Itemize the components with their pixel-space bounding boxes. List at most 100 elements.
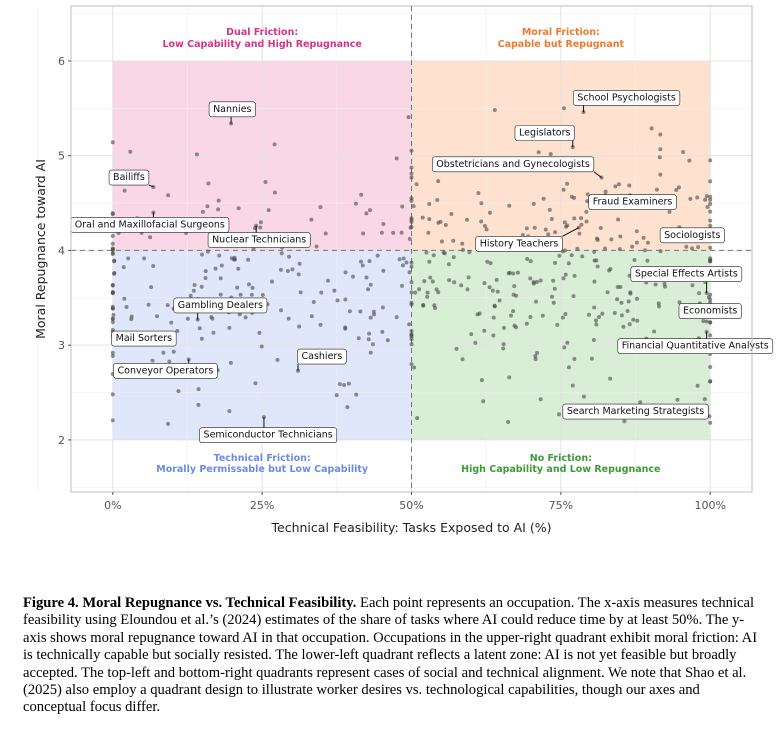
data-point [512,323,517,328]
data-point [309,314,314,319]
data-point [279,308,284,313]
data-point [634,296,639,301]
data-point [634,240,639,245]
data-point [435,198,440,203]
data-point [684,244,689,249]
data-point [409,362,414,367]
occupation-label-box [514,125,575,141]
occupation-label-box [432,156,595,173]
occupation-label-box [573,90,681,106]
data-point [216,198,221,203]
data-point [205,249,210,254]
data-point [345,405,350,410]
data-point [368,315,373,320]
data-point [380,305,385,310]
data-point [342,382,347,387]
caption-title: Figure 4. Moral Repugnance vs. Technical… [23,595,357,611]
data-point [490,288,495,293]
quadrant-title: Technical Friction: [214,453,311,464]
occupation-label-box [617,338,774,354]
data-point [491,333,496,338]
data-point [298,290,303,295]
data-point [597,314,602,319]
data-point [409,280,414,285]
data-point [354,392,359,397]
data-point [572,356,577,361]
data-point [622,419,627,424]
data-point [427,201,432,206]
data-point [617,247,622,252]
data-point [409,219,414,224]
data-point [566,261,571,266]
data-point [213,266,218,271]
data-point [451,238,456,243]
occupation-label: Sociologists [664,230,720,241]
occupation-label-box [475,236,563,252]
data-point [585,199,590,204]
data-point [200,209,205,214]
data-point [609,237,614,242]
data-point [531,201,536,206]
data-point [409,334,414,339]
data-point [381,222,386,227]
data-point [112,259,117,264]
data-point [436,179,441,184]
data-point [148,235,153,240]
data-point [465,287,470,292]
data-point [110,418,115,423]
data-point [203,275,208,280]
occupation-label: Legislators [519,128,570,139]
data-point [592,258,597,263]
occupation-label-box [113,362,218,379]
data-point [708,209,713,214]
data-point [701,318,706,323]
data-point [129,314,134,319]
data-point [482,328,487,333]
occupation-label-box [108,169,150,186]
data-point [121,265,126,270]
data-point [367,208,372,213]
data-point [501,346,506,351]
data-point [543,227,548,232]
occupation-label: Mail Sorters [116,333,173,344]
occupation-label-box [659,227,725,244]
data-point [584,209,589,214]
data-point [122,296,127,301]
data-point [460,241,465,246]
data-point [237,312,242,317]
data-point [409,342,414,347]
data-point [561,276,566,281]
data-point [166,193,171,198]
data-point [708,201,713,206]
data-point [562,345,567,350]
data-point [708,245,713,250]
data-point [407,236,412,241]
data-point [409,300,414,305]
quadrant-subtitle: Low Capability and High Repugnance [162,39,361,50]
data-point [124,304,129,309]
data-point [528,315,533,320]
data-point [452,280,457,285]
data-point [238,292,243,297]
data-point [296,272,301,277]
occupation-label-box [199,427,338,444]
data-point [579,222,584,227]
data-point [696,245,701,250]
data-point [110,247,115,252]
data-point [430,279,435,284]
leader-line [148,184,154,188]
data-point [690,246,695,251]
data-point [409,165,414,170]
data-point [563,311,568,316]
data-point [654,187,659,192]
data-point [555,322,560,327]
data-point [206,181,211,186]
data-point [553,260,558,265]
data-point [394,315,399,320]
data-point [197,326,202,331]
y-tick-label: 4 [58,244,65,257]
data-point [236,206,241,211]
data-point [441,250,446,255]
data-point [631,317,636,322]
data-point [708,179,713,184]
